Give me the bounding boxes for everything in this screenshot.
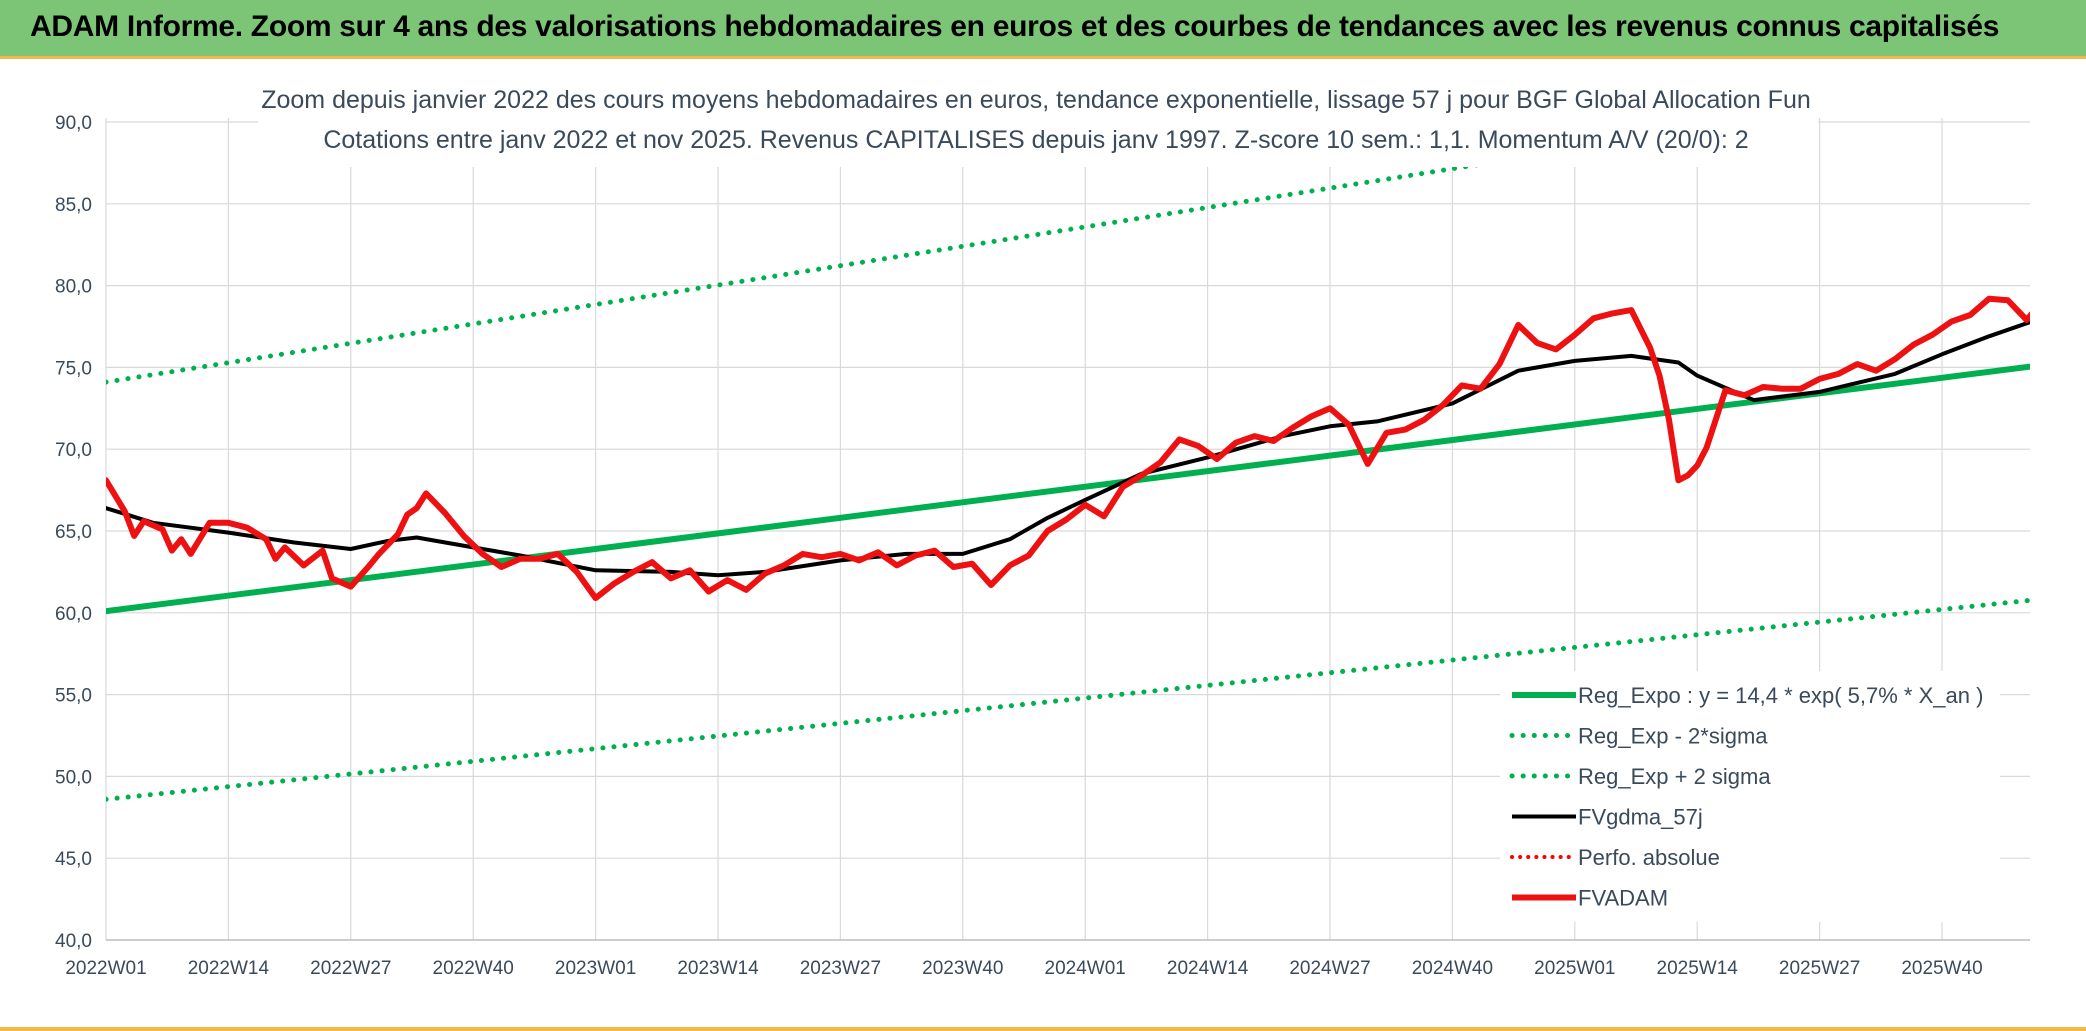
y-tick-label: 70,0	[55, 440, 92, 461]
reg-exp-minus-2sigma-line	[106, 597, 2030, 802]
bottom-accent-bar	[0, 1027, 2086, 1031]
chart-area: 40,0 45,0 50,0 55,0 60,0 65,0 70,0 75,0 80,0 85,0…	[0, 59, 2086, 1031]
y-tick-label: 60,0	[55, 604, 92, 625]
y-tick-label: 50,0	[55, 767, 92, 788]
legend-label: Reg_Expo : y = 14,4 * exp( 5,7% * X_an )	[1578, 683, 1983, 708]
y-tick-label: 65,0	[55, 522, 92, 543]
axis-layer: 40,0 45,0 50,0 55,0 60,0 65,0 70,0 75,0 80,0 85,0…	[55, 113, 2030, 979]
chart-title-line-2: Cotations entre janv 2022 et nov 2025. R…	[323, 126, 1748, 154]
legend-label: Reg_Exp + 2 sigma	[1578, 764, 1771, 789]
fvadam-line	[106, 295, 2030, 602]
report-title: ADAM Informe. Zoom sur 4 ans des valoris…	[30, 10, 2000, 43]
chart-title-background	[258, 71, 1818, 167]
y-tick-label: 85,0	[55, 195, 92, 216]
x-tick-label: 2023W14	[677, 958, 759, 979]
x-tick-label: 2023W01	[555, 958, 636, 979]
chart-title-line-1: Zoom depuis janvier 2022 des cours moyen…	[261, 86, 1811, 114]
x-tick-label: 2025W27	[1779, 958, 1860, 979]
x-tick-label: 2024W27	[1289, 958, 1370, 979]
legend-label: FVgdma_57j	[1578, 805, 1703, 830]
reg-exp-plus-2sigma-line	[106, 120, 1776, 385]
x-tick-label: 2023W27	[800, 958, 881, 979]
y-tick-label: 80,0	[55, 277, 92, 298]
x-tick-label: 2025W40	[1901, 958, 1982, 979]
legend: Reg_Expo : y = 14,4 * exp( 5,7% * X_an )…	[1500, 671, 2000, 922]
legend-label: FVADAM	[1578, 886, 1668, 911]
x-tick-label: 2025W01	[1534, 958, 1615, 979]
fund-valuation-chart: 40,0 45,0 50,0 55,0 60,0 65,0 70,0 75,0 80,0 85,0…	[55, 71, 2030, 979]
fvgdma-57j-line	[106, 320, 2030, 578]
legend-label: Perfo. absolue	[1578, 845, 1720, 870]
x-tick-label: 2022W40	[433, 958, 514, 979]
x-tick-label: 2022W14	[188, 958, 270, 979]
x-tick-label: 2024W14	[1167, 958, 1249, 979]
y-tick-label: 90,0	[55, 113, 92, 134]
reg-expo-line	[106, 363, 2030, 615]
x-tick-label: 2024W40	[1412, 958, 1493, 979]
legend-label: Reg_Exp - 2*sigma	[1578, 724, 1768, 749]
x-tick-label: 2022W27	[310, 958, 391, 979]
report-banner: ADAM Informe. Zoom sur 4 ans des valoris…	[0, 0, 2086, 59]
series-layer	[106, 120, 2030, 802]
legend-background	[1500, 671, 2000, 922]
y-tick-label: 75,0	[55, 358, 92, 379]
x-tick-label: 2024W01	[1045, 958, 1126, 979]
x-tick-label: 2022W01	[65, 958, 146, 979]
y-tick-label: 55,0	[55, 686, 92, 707]
x-tick-label: 2023W40	[922, 958, 1003, 979]
y-tick-label: 45,0	[55, 849, 92, 870]
y-tick-label: 40,0	[55, 931, 92, 952]
x-tick-label: 2025W14	[1657, 958, 1739, 979]
